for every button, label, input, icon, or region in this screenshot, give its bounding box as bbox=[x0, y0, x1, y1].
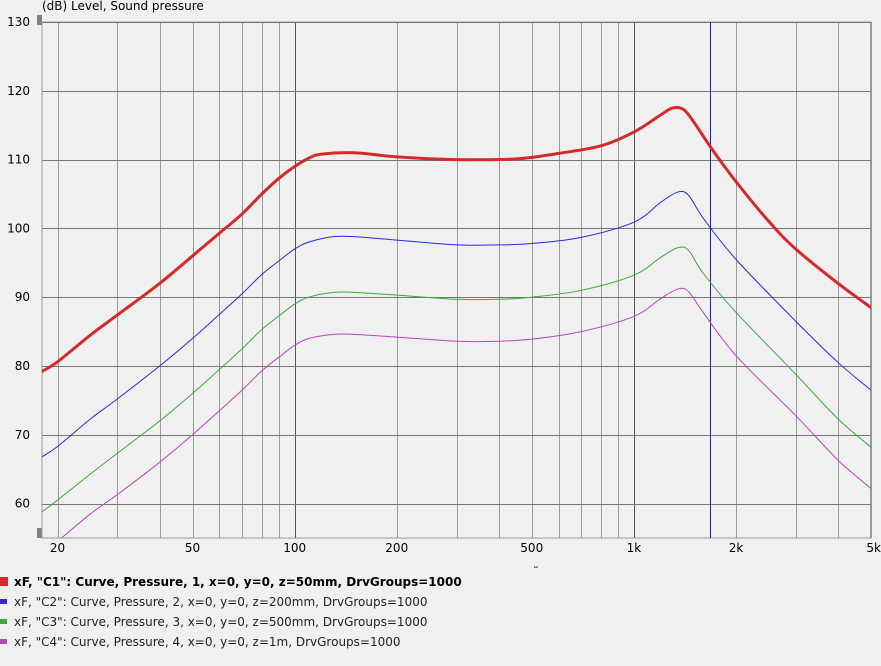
plot-area[interactable]: (dB) Level, Sound pressure 60 70 80 90 100 11… bbox=[0, 0, 881, 570]
legend-item-c4[interactable]: xF, "C4": Curve, Pressure, 4, x=0, y=0, … bbox=[0, 632, 881, 652]
x-tick-label: 100 bbox=[283, 541, 306, 555]
y-tick-label: 90 bbox=[15, 290, 30, 304]
y-tick-label: 100 bbox=[7, 221, 30, 235]
legend-label-c4: xF, "C4": Curve, Pressure, 4, x=0, y=0, … bbox=[14, 635, 401, 649]
legend-label-c3: xF, "C3": Curve, Pressure, 3, x=0, y=0, … bbox=[14, 615, 428, 629]
legend-label-c2: xF, "C2": Curve, Pressure, 2, x=0, y=0, … bbox=[14, 595, 428, 609]
grid bbox=[41, 21, 872, 539]
x-tick-label: 20 bbox=[50, 541, 65, 555]
x-tick-label: 2k bbox=[729, 541, 744, 555]
y-scroll-handle-bottom[interactable] bbox=[37, 528, 42, 538]
y-tick-label: 60 bbox=[15, 497, 30, 511]
x-tick-label: 5k bbox=[866, 541, 881, 555]
legend-item-c3[interactable]: xF, "C3": Curve, Pressure, 3, x=0, y=0, … bbox=[0, 612, 881, 632]
legend-swatch-c4 bbox=[0, 639, 7, 644]
y-tick-label: 70 bbox=[15, 428, 30, 442]
legend-label-c1: xF, "C1": Curve, Pressure, 1, x=0, y=0, … bbox=[14, 575, 462, 589]
series-layer bbox=[42, 105, 871, 538]
series-line-c4 bbox=[60, 287, 871, 538]
legend-swatch-c3 bbox=[0, 619, 7, 624]
legend-swatch-c1 bbox=[0, 577, 8, 586]
y-axis-label: (dB) Level, Sound pressure bbox=[42, 0, 204, 13]
y-tick-label: 110 bbox=[7, 153, 30, 167]
legend: xF, "C1": Curve, Pressure, 1, x=0, y=0, … bbox=[0, 572, 881, 652]
legend-swatch-c2 bbox=[0, 599, 7, 604]
x-tick-label: 50 bbox=[185, 541, 200, 555]
x-tick-label: 200 bbox=[385, 541, 408, 555]
y-tick-label: 80 bbox=[15, 359, 30, 373]
y-tick-label: 130 bbox=[7, 15, 30, 29]
y-ticks: 60 70 80 90 100 110 120 130 bbox=[7, 15, 30, 511]
x-tick-label: 1k bbox=[627, 541, 642, 555]
series-line-c3 bbox=[42, 246, 871, 513]
legend-item-c1[interactable]: xF, "C1": Curve, Pressure, 1, x=0, y=0, … bbox=[0, 572, 881, 592]
x-tick-label: 500 bbox=[520, 541, 543, 555]
series-line-c2 bbox=[42, 190, 871, 458]
y-tick-label: 120 bbox=[7, 84, 30, 98]
series-line-c1 bbox=[42, 105, 871, 373]
legend-item-c2[interactable]: xF, "C2": Curve, Pressure, 2, x=0, y=0, … bbox=[0, 592, 881, 612]
plot-border bbox=[41, 21, 872, 539]
y-scroll-handle-top[interactable] bbox=[37, 15, 42, 25]
x-ticks: 20 50 100 200 500 1k 2k 5k bbox=[50, 541, 881, 555]
cursor-marker: ᵕ bbox=[534, 561, 539, 570]
